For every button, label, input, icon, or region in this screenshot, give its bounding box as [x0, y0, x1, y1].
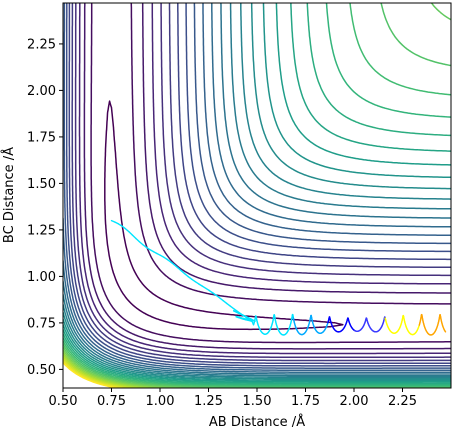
- x-tick-label: 1.25: [194, 394, 223, 409]
- trajectory-segment: [219, 297, 224, 302]
- trajectory-segment: [166, 258, 172, 263]
- contour-lines: [63, 3, 451, 388]
- contour-level: [63, 3, 451, 377]
- trajectory-path: [110, 219, 447, 336]
- contour-level: [63, 361, 122, 388]
- trajectory-segment: [177, 267, 183, 272]
- x-tick-label: 0.75: [97, 394, 126, 409]
- trajectory-segment: [222, 299, 228, 305]
- contour-level: [63, 3, 451, 385]
- trajectory-segment: [212, 292, 217, 297]
- trajectory-segment: [215, 294, 221, 299]
- x-tick-label: 1.75: [291, 394, 320, 409]
- trajectory-segment: [187, 275, 193, 280]
- trajectory-segment: [226, 302, 231, 307]
- contour-level: [63, 355, 146, 388]
- trajectory-segment: [138, 241, 144, 246]
- x-axis-ticks: 0.50 0.75 1.00 1.25 1.50 1.75 2.00 2.25: [49, 388, 417, 409]
- contour-level: [63, 3, 451, 369]
- x-tick-label: 2.00: [340, 394, 369, 409]
- trajectory-segment: [444, 330, 447, 333]
- x-tick-label: 1.50: [243, 394, 272, 409]
- trajectory-segment: [128, 231, 134, 236]
- y-axis-label: BC Distance /Å: [1, 147, 17, 243]
- trajectory-segment: [180, 270, 186, 275]
- x-tick-label: 1.00: [146, 394, 175, 409]
- contour-level: [63, 3, 451, 373]
- contour-level: [63, 351, 173, 388]
- contour-level: [63, 3, 451, 382]
- y-axis-ticks: 0.50 0.75 1.00 1.25 1.50 1.75 2.00 2.25: [27, 37, 63, 378]
- contour-level: [71, 3, 451, 362]
- y-tick-label: 1.25: [27, 223, 56, 238]
- trajectory-segment: [135, 237, 141, 243]
- trajectory-segment: [229, 305, 235, 310]
- trajectory-segment: [208, 289, 214, 294]
- contour-level: [65, 3, 451, 367]
- contour-level: [63, 3, 451, 383]
- contour-level: [63, 3, 451, 372]
- contour-level: [68, 3, 451, 365]
- trajectory-segment: [173, 264, 179, 269]
- trajectory-segment: [142, 244, 148, 249]
- trajectory-segment: [184, 273, 190, 278]
- x-tick-label: 2.25: [388, 394, 417, 409]
- y-tick-label: 1.50: [27, 177, 56, 192]
- trajectory-segment: [124, 228, 130, 233]
- trajectory-segment: [121, 225, 127, 230]
- y-tick-label: 1.75: [27, 130, 56, 145]
- contour-level: [63, 3, 451, 379]
- y-tick-label: 2.25: [27, 37, 56, 52]
- contour-level: [63, 3, 451, 388]
- contour-level: [74, 3, 451, 359]
- y-tick-label: 2.00: [27, 84, 56, 99]
- contour-level: [63, 358, 136, 388]
- contour-level: [63, 3, 451, 380]
- x-tick-label: 0.50: [49, 394, 78, 409]
- contour-level: [63, 3, 451, 384]
- contour-level: [63, 360, 128, 388]
- contour-level: [63, 3, 451, 387]
- contour-level: [63, 348, 200, 388]
- contour-level: [63, 3, 451, 375]
- trajectory-segment: [131, 234, 137, 240]
- contour-level: [63, 353, 158, 388]
- trajectory-segment: [191, 278, 197, 283]
- trajectory-segment: [170, 261, 176, 266]
- x-axis-label: AB Distance /Å: [209, 414, 305, 430]
- contour-level: [90, 3, 451, 344]
- y-tick-label: 0.50: [27, 363, 56, 378]
- trajectory-segment: [233, 307, 238, 312]
- y-tick-label: 1.00: [27, 270, 56, 285]
- contour-level: [78, 3, 451, 355]
- contour-level: [83, 3, 451, 350]
- y-tick-label: 0.75: [27, 316, 56, 331]
